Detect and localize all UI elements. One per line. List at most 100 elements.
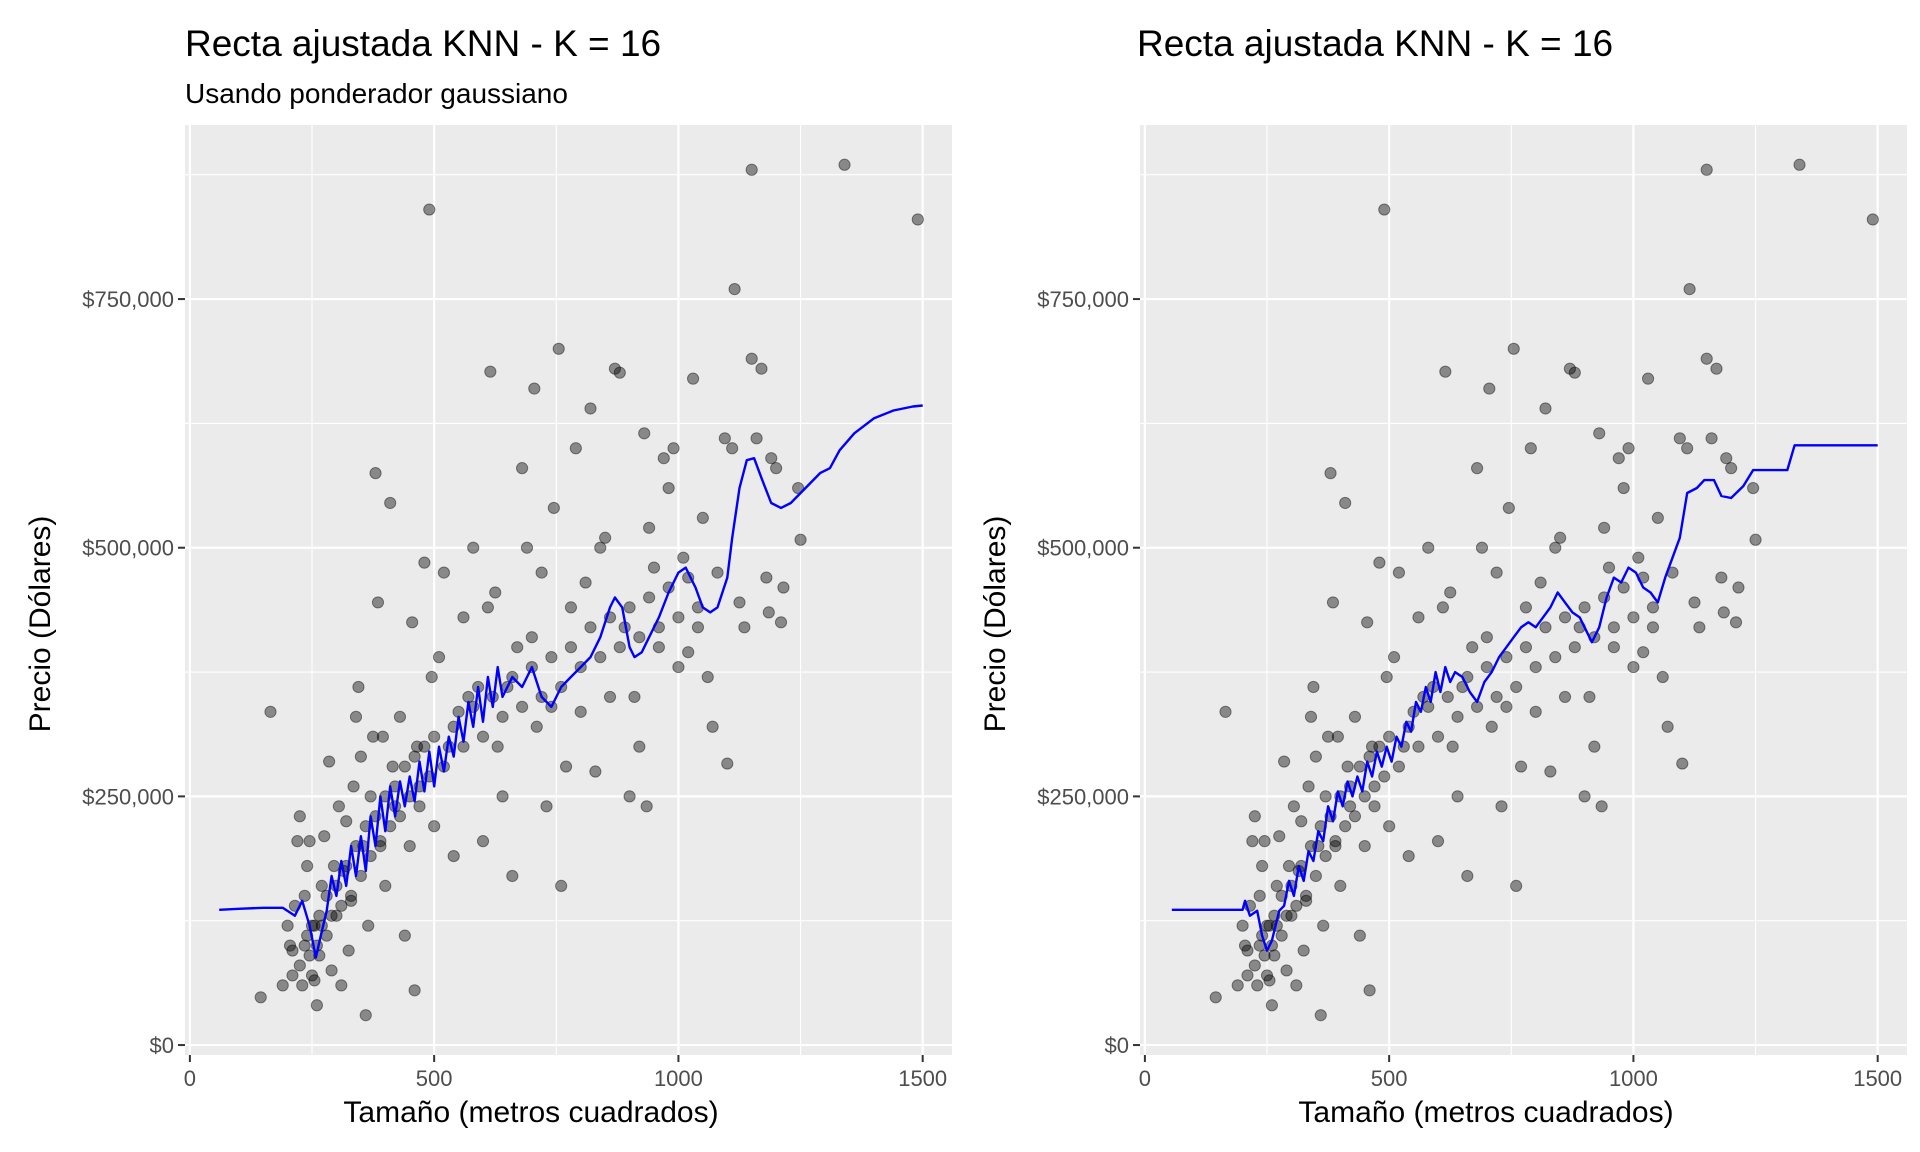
- plot-background: [185, 125, 952, 1055]
- data-point: [599, 531, 612, 544]
- data-point: [1529, 660, 1542, 674]
- data-point: [633, 631, 646, 644]
- data-point: [418, 556, 431, 569]
- data-point: [1500, 651, 1513, 664]
- data-point: [1480, 631, 1493, 644]
- data-point: [1700, 163, 1713, 176]
- chart-subtitle: Usando ponderador gaussiano: [185, 78, 568, 109]
- x-axis-label: Tamaño (metros cuadrados): [343, 1096, 718, 1129]
- data-point: [1238, 939, 1252, 952]
- data-point: [1278, 755, 1291, 768]
- data-point: [728, 283, 741, 296]
- data-point: [911, 213, 924, 226]
- data-point: [1632, 551, 1645, 564]
- data-point: [733, 596, 746, 609]
- data-point: [1248, 810, 1261, 823]
- data-point: [792, 481, 805, 495]
- data-point: [318, 830, 331, 843]
- x-axis-label: Tamaño (metros cuadrados): [1298, 1096, 1673, 1129]
- data-point: [1324, 467, 1337, 480]
- data-point: [760, 571, 773, 584]
- data-point: [515, 700, 529, 713]
- data-point: [1451, 710, 1464, 723]
- data-point: [623, 601, 636, 614]
- data-point: [1334, 879, 1347, 893]
- data-point: [330, 909, 343, 922]
- data-point: [489, 586, 502, 599]
- data-point: [1297, 944, 1310, 957]
- data-point: [1495, 800, 1508, 813]
- data-point: [1510, 879, 1523, 893]
- data-point: [1544, 765, 1557, 778]
- data-point: [1607, 641, 1620, 654]
- data-point: [1290, 899, 1303, 912]
- data-point: [1441, 690, 1454, 704]
- data-point: [1539, 621, 1552, 634]
- data-point: [515, 462, 529, 475]
- data-point: [286, 969, 299, 982]
- data-point: [496, 790, 509, 803]
- data-point: [1549, 541, 1562, 554]
- data-point: [1275, 929, 1288, 942]
- data-point: [1246, 835, 1259, 848]
- data-point: [428, 820, 441, 833]
- data-point: [528, 382, 541, 395]
- data-point: [1321, 730, 1335, 743]
- data-point: [1705, 432, 1718, 445]
- data-point: [1732, 581, 1745, 594]
- data-point: [325, 964, 338, 977]
- data-point: [677, 551, 690, 564]
- data-point: [1446, 740, 1459, 753]
- chart-svg-unweighted: 0 500 1000 1500 $0 $250,000 $500,000 $750,000 R…: [979, 23, 1907, 1129]
- data-point: [1378, 203, 1391, 216]
- data-point: [1339, 496, 1352, 510]
- data-point: [520, 541, 534, 554]
- x-tick-label: 1500: [898, 1066, 947, 1091]
- data-point: [1866, 213, 1879, 226]
- x-tick-label: 500: [416, 1066, 453, 1091]
- data-point: [408, 984, 421, 997]
- data-point: [1475, 541, 1489, 554]
- data-point: [476, 730, 490, 743]
- chart-title: Recta ajustada KNN - K = 16: [185, 23, 661, 64]
- chart-title: Recta ajustada KNN - K = 16: [1137, 23, 1613, 64]
- data-point: [1593, 427, 1606, 440]
- data-point: [1260, 969, 1274, 982]
- data-point: [1485, 720, 1498, 733]
- data-point: [1656, 670, 1669, 684]
- data-point: [1646, 601, 1660, 614]
- data-point: [1646, 621, 1660, 634]
- data-point: [264, 705, 277, 718]
- data-point: [403, 840, 416, 853]
- data-point: [1641, 372, 1655, 385]
- data-point: [364, 790, 377, 803]
- data-point: [584, 402, 597, 415]
- data-point: [293, 810, 306, 823]
- data-point: [1578, 601, 1591, 614]
- data-point: [1617, 581, 1630, 594]
- data-point: [555, 879, 568, 893]
- data-point: [682, 646, 695, 659]
- x-tick-label: 0: [184, 1066, 196, 1091]
- data-point: [1302, 780, 1315, 793]
- data-point: [1422, 541, 1435, 554]
- data-point: [1444, 586, 1457, 599]
- data-point: [633, 740, 646, 753]
- data-point: [1307, 680, 1320, 694]
- data-point: [1258, 835, 1271, 848]
- data-point: [371, 596, 385, 609]
- data-point: [594, 541, 607, 554]
- data-point: [628, 690, 641, 704]
- data-point: [1326, 596, 1340, 609]
- data-point: [770, 462, 783, 475]
- data-point: [1529, 705, 1542, 718]
- y-tick-label: $750,000: [82, 287, 174, 312]
- data-point: [369, 467, 382, 480]
- data-point: [564, 641, 578, 654]
- data-point: [1231, 979, 1244, 992]
- data-point: [1343, 800, 1357, 813]
- data-point: [1519, 601, 1533, 614]
- data-point: [603, 690, 617, 704]
- data-point: [1253, 889, 1266, 902]
- y-tick-label: $750,000: [1037, 287, 1129, 312]
